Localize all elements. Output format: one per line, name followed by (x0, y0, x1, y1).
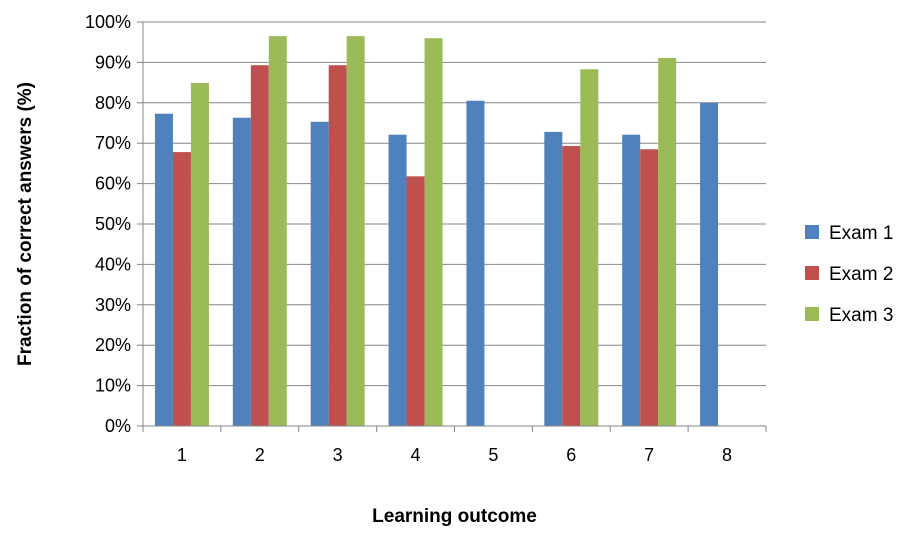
bar-exam-2-outcome-4 (406, 176, 425, 426)
bar-exam-3-outcome-1 (190, 83, 209, 426)
bar-exam-1-outcome-1 (154, 113, 173, 426)
x-tick-labels: 1 2 3 4 5 6 7 8 (142, 426, 767, 465)
x-tick-label: 3 (333, 445, 343, 465)
y-tick-label: 0% (105, 416, 131, 436)
x-tick-label: 6 (566, 445, 576, 465)
legend: Exam 1 Exam 2 Exam 3 (805, 223, 893, 326)
bar-exam-3-outcome-6 (580, 69, 599, 426)
legend-swatch (805, 307, 819, 321)
y-tick-label: 30% (95, 295, 131, 315)
bar-exam-1-outcome-8 (700, 102, 719, 427)
legend-swatch (805, 266, 819, 280)
bar-exam-2-outcome-7 (640, 149, 659, 426)
legend-label: Exam 3 (829, 305, 893, 326)
y-tick-label: 20% (95, 335, 131, 355)
y-tick-label: 10% (95, 376, 131, 396)
bar-exam-1-outcome-4 (388, 134, 407, 426)
y-tick-label: 40% (95, 254, 131, 274)
legend-label: Exam 2 (829, 264, 893, 285)
bar-exam-3-outcome-7 (658, 57, 677, 427)
bar-exam-1-outcome-3 (310, 121, 329, 427)
x-tick-label: 5 (488, 445, 498, 465)
x-tick-label: 8 (722, 445, 732, 465)
bars (154, 36, 719, 427)
bar-exam-1-outcome-2 (232, 117, 251, 427)
bar-exam-3-outcome-2 (268, 36, 287, 426)
bar-exam-3-outcome-3 (346, 36, 365, 426)
y-tick-label: 70% (95, 133, 131, 153)
bar-exam-3-outcome-4 (424, 38, 443, 426)
x-tick-label: 4 (411, 445, 421, 465)
y-tick-label: 60% (95, 174, 131, 194)
x-tick-label: 7 (644, 445, 654, 465)
y-tick-label: 80% (95, 93, 131, 113)
y-axis-title: Fraction of correct answers (%) (15, 82, 36, 366)
bar-exam-1-outcome-5 (466, 100, 485, 426)
bar-exam-2-outcome-6 (562, 146, 581, 426)
bar-exam-2-outcome-1 (172, 152, 191, 426)
bar-exam-1-outcome-7 (622, 134, 641, 426)
y-tick-label: 50% (95, 214, 131, 234)
y-tick-label: 100% (85, 12, 131, 32)
legend-swatch (805, 225, 819, 239)
x-tick-label: 2 (255, 445, 265, 465)
bar-exam-2-outcome-2 (250, 65, 269, 426)
bar-exam-1-outcome-6 (544, 131, 563, 426)
legend-label: Exam 1 (829, 223, 893, 244)
x-axis-title: Learning outcome (372, 506, 537, 527)
y-tick-label: 90% (95, 52, 131, 72)
y-tick-labels: 0% 10% 20% 30% 40% 50% 60% 70% 80% 90% 100% (85, 12, 131, 436)
bar-exam-2-outcome-3 (328, 65, 347, 426)
x-tick-label: 1 (177, 445, 187, 465)
